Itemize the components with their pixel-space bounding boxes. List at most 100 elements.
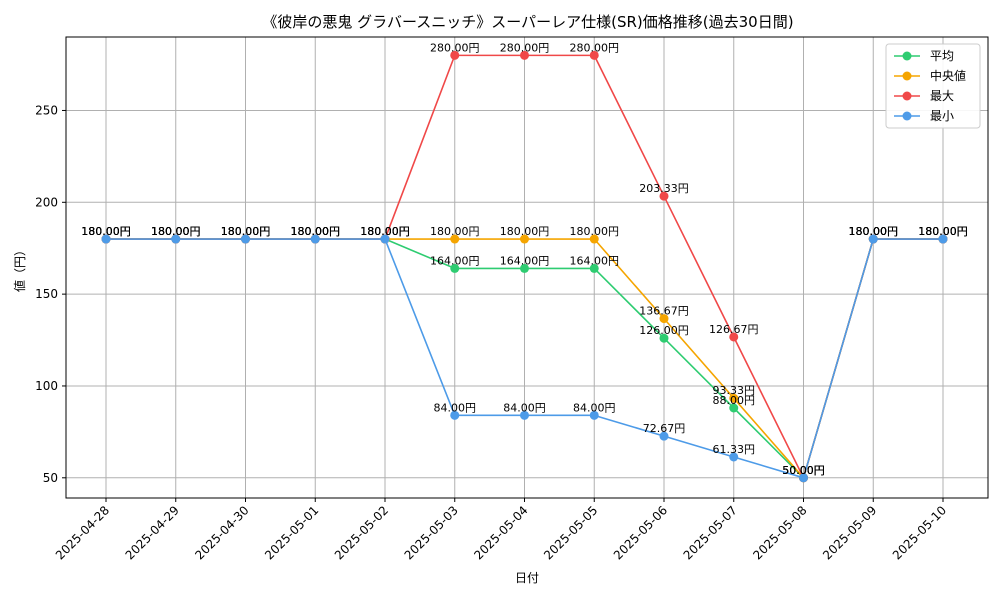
data-point [799, 473, 808, 483]
data-label: 180.00円 [151, 225, 201, 238]
data-label: 88.00円 [713, 394, 756, 407]
data-point [729, 332, 739, 342]
plot-frame [65, 36, 989, 499]
data-label: 280.00円 [500, 41, 550, 54]
data-point [729, 403, 739, 413]
data-point [589, 410, 599, 420]
data-label: 84.00円 [573, 401, 616, 414]
data-point [729, 393, 739, 403]
data-label: 50.00円 [782, 464, 825, 477]
data-label: 180.00円 [151, 225, 201, 238]
data-label: 180.00円 [849, 225, 899, 238]
data-point [938, 234, 948, 244]
data-point [659, 314, 669, 324]
data-point [589, 263, 599, 273]
data-label-layer: 180.00円 180.00円 180.00円 180.00円 180.00円 164.0… [81, 41, 968, 476]
data-point [520, 410, 529, 420]
data-point [589, 50, 599, 60]
data-label: 180.00円 [221, 225, 271, 238]
data-label: 180.00円 [918, 225, 968, 238]
data-label: 180.00円 [849, 225, 899, 238]
data-label: 164.00円 [430, 254, 480, 267]
legend-label: 中央値 [930, 68, 966, 83]
data-point [310, 234, 320, 244]
data-label: 180.00円 [570, 225, 620, 238]
data-point [520, 50, 529, 60]
data-label: 50.00円 [782, 464, 825, 477]
grid-layer [66, 37, 988, 498]
data-label: 280.00円 [570, 41, 620, 54]
data-point [101, 234, 111, 244]
data-label: 180.00円 [81, 225, 131, 238]
data-point [659, 333, 669, 343]
data-label: 164.00円 [570, 254, 620, 267]
series-layer [101, 50, 948, 483]
legend-marker [902, 51, 912, 61]
legend-label: 最大 [930, 89, 954, 103]
chart-title: 《彼岸の悪鬼 グラバースニッチ》スーパーレア仕様(SR)価格推移(過去30日間) [262, 13, 793, 31]
y-tick-label: 250 [35, 103, 58, 117]
legend-marker [902, 111, 912, 121]
data-label: 180.00円 [81, 225, 131, 238]
data-label: 136.67円 [639, 305, 689, 318]
data-label: 180.00円 [221, 225, 271, 238]
data-label: 180.00円 [360, 225, 410, 238]
x-axis-label: 日付 [515, 571, 539, 585]
data-label: 180.00円 [849, 225, 899, 238]
data-label: 50.00円 [782, 464, 825, 477]
y-tick-label: 100 [35, 379, 58, 393]
data-label: 180.00円 [81, 225, 131, 238]
data-label: 84.00円 [434, 401, 477, 414]
data-label: 180.00円 [151, 225, 201, 238]
data-label: 180.00円 [918, 225, 968, 238]
y-tick-label: 50 [43, 471, 58, 485]
data-label: 180.00円 [360, 225, 410, 238]
data-label: 180.00円 [360, 225, 410, 238]
data-label: 180.00円 [918, 225, 968, 238]
data-point [450, 234, 460, 244]
data-label: 180.00円 [500, 225, 550, 238]
y-tick-label: 200 [35, 195, 58, 209]
data-point [380, 234, 390, 244]
data-label: 126.67円 [709, 323, 759, 336]
data-label: 180.00円 [430, 225, 480, 238]
data-point [450, 50, 460, 60]
data-label: 93.33円 [713, 384, 756, 397]
data-point [450, 410, 460, 420]
data-label: 180.00円 [151, 225, 201, 238]
data-label: 180.00円 [221, 225, 271, 238]
data-label: 280.00円 [430, 41, 480, 54]
data-point [520, 263, 529, 273]
legend-marker [902, 71, 912, 81]
data-label: 50.00円 [782, 464, 825, 477]
data-label: 72.67円 [643, 422, 686, 435]
data-label: 180.00円 [81, 225, 131, 238]
legend-label: 最小 [930, 109, 954, 123]
data-point [868, 234, 878, 244]
data-label: 180.00円 [291, 225, 341, 238]
legend-marker [902, 91, 912, 101]
y-tick-label: 150 [35, 287, 58, 301]
data-label: 180.00円 [360, 225, 410, 238]
data-label: 203.33円 [639, 182, 689, 195]
data-point [450, 263, 460, 273]
data-label: 180.00円 [291, 225, 341, 238]
data-point [589, 234, 599, 244]
data-label: 126.00円 [639, 324, 689, 337]
data-label: 180.00円 [918, 225, 968, 238]
data-label: 180.00円 [291, 225, 341, 238]
legend-label: 平均 [930, 49, 954, 63]
data-point [241, 234, 250, 244]
data-label: 180.00円 [221, 225, 271, 238]
data-label: 84.00円 [503, 401, 546, 414]
data-label: 61.33円 [713, 443, 756, 456]
y-axis-label: 値（円） [12, 244, 27, 292]
legend-frame [885, 43, 981, 129]
data-label: 164.00円 [500, 254, 550, 267]
data-point [729, 452, 739, 462]
data-point [520, 234, 529, 244]
data-label: 180.00円 [291, 225, 341, 238]
data-point [659, 191, 669, 201]
